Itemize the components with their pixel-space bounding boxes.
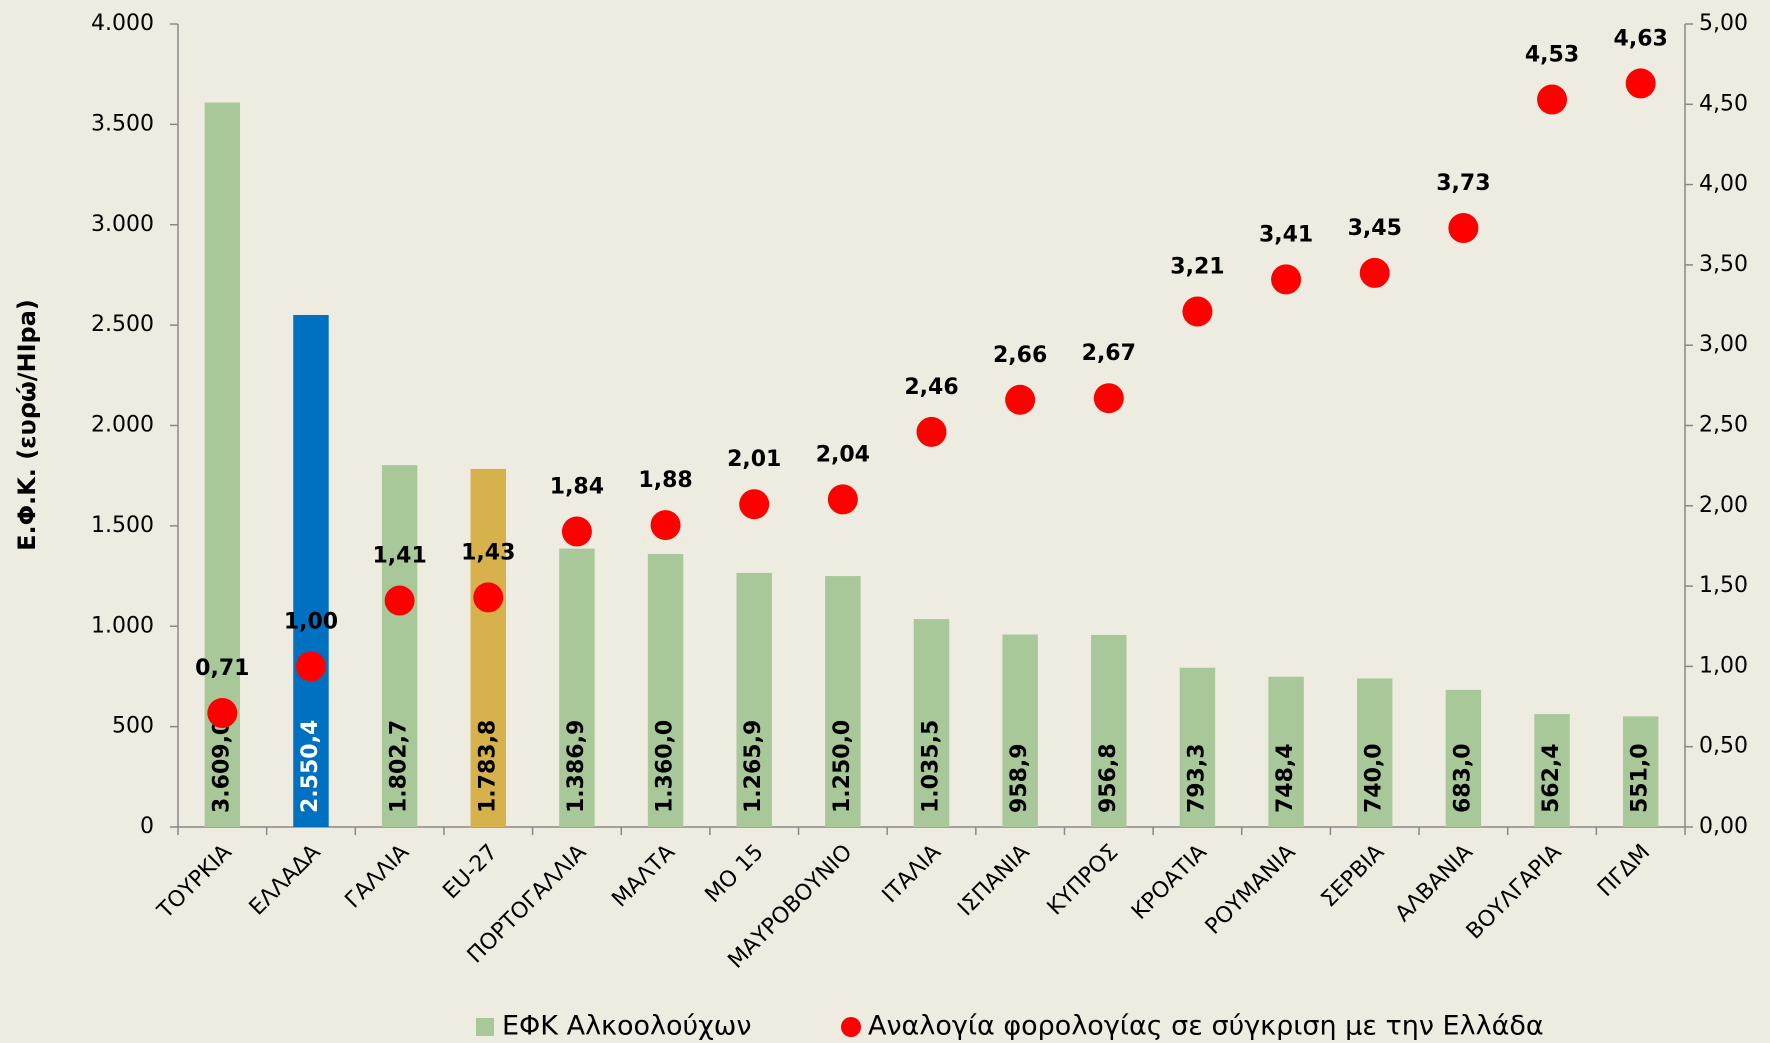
bar [470, 468, 506, 827]
bar [647, 553, 684, 827]
legend-swatch [476, 1018, 494, 1036]
bar-value-label: 2.550,4 [298, 720, 323, 813]
y-tick-label: 4.000 [91, 11, 154, 36]
y2-tick-label: 3,00 [1699, 332, 1748, 357]
point [650, 510, 681, 541]
bar [736, 572, 772, 827]
bar [1622, 716, 1659, 827]
bar-value-label: 1.783,8 [475, 720, 500, 813]
point-value-label: 4,63 [1614, 26, 1668, 51]
point-value-label: 3,73 [1436, 171, 1490, 196]
bar-value-label: 1.265,9 [741, 720, 766, 813]
bar [1179, 667, 1216, 827]
bar [913, 619, 950, 827]
legend-swatch [841, 1017, 861, 1037]
point-value-label: 3,45 [1348, 216, 1402, 241]
point-value-label: 1,41 [372, 544, 426, 569]
bar [825, 576, 861, 827]
y2-tick-label: 4,50 [1699, 91, 1748, 116]
point [739, 489, 770, 520]
bar-value-label: 1.386,9 [564, 720, 589, 813]
y-tick-label: 1.500 [91, 513, 154, 538]
legend-label: Αναλογία φορολογίας σε σύγκριση με την Ε… [868, 1011, 1544, 1042]
point [1182, 296, 1213, 327]
y2-tick-label: 2,00 [1699, 493, 1748, 518]
point [1005, 384, 1036, 415]
y2-tick-label: 1,50 [1699, 573, 1748, 598]
bar [1445, 689, 1482, 827]
point [916, 416, 947, 447]
y2-tick-label: 0,00 [1699, 814, 1748, 839]
bar-value-label: 793,3 [1184, 743, 1209, 813]
point-value-label: 1,43 [461, 540, 515, 565]
point-value-label: 2,66 [993, 343, 1047, 368]
y2-tick-label: 5,00 [1699, 11, 1748, 36]
bar-value-label: 683,0 [1450, 743, 1475, 813]
bar-value-label: 562,4 [1539, 743, 1564, 813]
bar-value-label: 956,8 [1096, 743, 1121, 813]
bar [1268, 676, 1304, 827]
point [207, 697, 238, 728]
point [1537, 84, 1568, 115]
y-tick-label: 2.500 [91, 312, 154, 337]
bar [1091, 634, 1127, 827]
point [1271, 264, 1302, 295]
point-value-label: 2,04 [816, 442, 870, 467]
point [1448, 212, 1479, 243]
point-value-label: 3,41 [1259, 222, 1313, 247]
y2-tick-label: 0,50 [1699, 734, 1748, 759]
y-tick-label: 3.500 [91, 111, 154, 136]
point-value-label: 2,67 [1082, 341, 1136, 366]
y2-tick-label: 1,00 [1699, 653, 1748, 678]
bar-value-label: 748,4 [1273, 743, 1298, 813]
legend-label: ΕΦΚ Αλκοολούχων [502, 1011, 751, 1042]
point-value-label: 1,88 [638, 468, 692, 493]
bar-value-label: 551,0 [1628, 743, 1653, 813]
point-value-label: 4,53 [1525, 42, 1579, 67]
point-value-label: 3,21 [1170, 254, 1224, 279]
point-value-label: 2,01 [727, 447, 781, 472]
bar [1534, 714, 1570, 827]
y-tick-label: 2.000 [91, 413, 154, 438]
point-value-label: 1,00 [284, 609, 338, 634]
point-value-label: 1,84 [550, 474, 604, 499]
bar [1357, 678, 1393, 827]
point [1625, 68, 1656, 99]
bar-value-label: 1.035,5 [919, 720, 944, 813]
y-axis-label: Ε.Φ.Κ. (ευρώ/ΗΙpa) [13, 299, 41, 551]
y2-tick-label: 2,50 [1699, 413, 1748, 438]
bar-value-label: 3.609,0 [209, 720, 234, 813]
bar-value-label: 1.360,0 [653, 720, 678, 813]
point [827, 484, 858, 515]
y2-tick-label: 3,50 [1699, 252, 1748, 277]
y-tick-label: 3.000 [91, 212, 154, 237]
y-tick-label: 500 [112, 714, 154, 739]
bar-value-label: 1.250,0 [830, 720, 855, 813]
bar [1002, 634, 1038, 827]
point [1093, 383, 1124, 414]
bar [381, 465, 418, 827]
bar-value-label: 1.802,7 [387, 720, 412, 813]
point-value-label: 0,71 [195, 656, 249, 681]
bar [293, 315, 329, 827]
point-value-label: 2,46 [904, 375, 958, 400]
y2-tick-label: 4,00 [1699, 172, 1748, 197]
point [473, 582, 504, 613]
y-tick-label: 0 [140, 814, 154, 839]
bar-value-label: 740,0 [1362, 743, 1387, 813]
bar-value-label: 958,9 [1007, 743, 1032, 813]
point [1359, 257, 1390, 288]
bar [559, 548, 595, 827]
point [295, 651, 326, 682]
point [561, 516, 592, 547]
y-tick-label: 1.000 [91, 613, 154, 638]
point [384, 585, 415, 616]
